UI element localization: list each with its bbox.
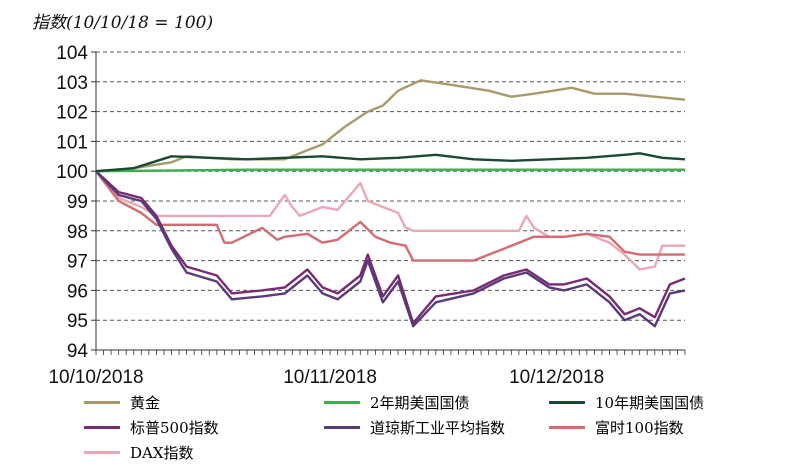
y-tick-label: 95 — [67, 311, 88, 332]
x-tick-label: 10/10/2018 — [48, 367, 143, 388]
legend-item: DAX指数 — [84, 442, 324, 463]
legend-item: 富时100指数 — [549, 417, 749, 438]
series-line-3 — [95, 170, 686, 325]
legend-item: 2年期美国国债 — [324, 392, 549, 413]
legend-label: DAX指数 — [130, 444, 194, 462]
legend-item: 10年期美国国债 — [549, 392, 749, 413]
series-line-2 — [95, 152, 686, 173]
legend-swatch — [84, 426, 120, 429]
y-tick-label: 96 — [67, 281, 88, 302]
y-tick-label: 94 — [67, 341, 89, 362]
legend: 黄金 2年期美国国债 10年期美国国债标普500指数 道琼斯工业平均指数 富时100指数… — [84, 392, 744, 463]
y-tick-label: 104 — [56, 43, 88, 64]
y-tick-label: 99 — [67, 192, 88, 213]
legend-swatch — [324, 401, 360, 404]
legend-item: 道琼斯工业平均指数 — [324, 417, 549, 438]
legend-label: 2年期美国国债 — [370, 394, 470, 412]
y-tick-label: 102 — [56, 103, 88, 124]
y-tick-label: 97 — [67, 252, 88, 273]
series-line-5 — [95, 170, 685, 262]
legend-item: 标普500指数 — [84, 417, 324, 438]
legend-swatch — [549, 401, 585, 404]
legend-swatch — [549, 426, 585, 429]
y-tick-label: 98 — [67, 222, 88, 243]
y-tick-label: 101 — [56, 132, 88, 153]
legend-item: 黄金 — [84, 392, 324, 413]
chart-title: 指数(10/10/18 = 100) — [32, 13, 214, 33]
legend-label: 黄金 — [130, 394, 161, 412]
legend-label: 10年期美国国债 — [595, 394, 705, 412]
x-tick-label: 10/11/2018 — [283, 367, 377, 388]
y-tick-label: 100 — [56, 162, 88, 183]
legend-label: 道琼斯工业平均指数 — [370, 419, 506, 437]
legend-label: 富时100指数 — [595, 419, 684, 437]
series-line-1 — [95, 168, 685, 173]
legend-swatch — [84, 401, 120, 404]
y-tick-label: 103 — [56, 73, 88, 94]
legend-label: 标普500指数 — [130, 419, 219, 437]
legend-swatch — [84, 451, 120, 454]
series-line-4 — [95, 170, 686, 328]
x-tick-label: 10/12/2018 — [509, 367, 604, 388]
legend-swatch — [324, 426, 360, 429]
series-line-6 — [95, 170, 685, 271]
